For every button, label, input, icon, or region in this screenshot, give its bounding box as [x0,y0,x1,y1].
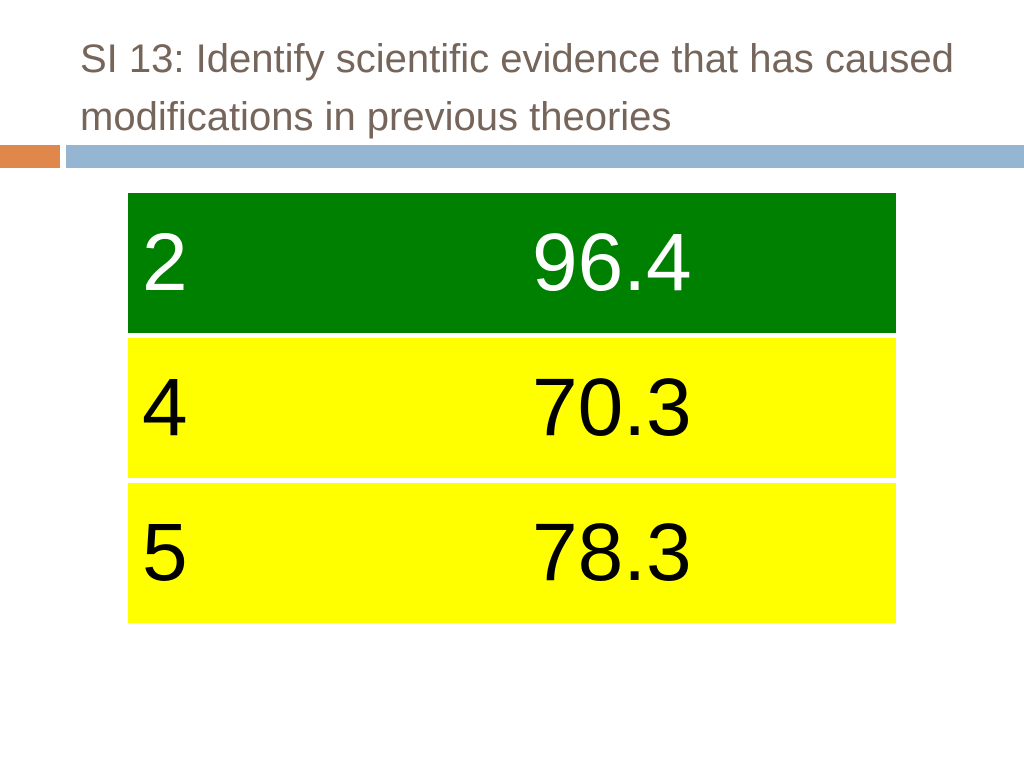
table-cell: 70.3 [532,338,896,478]
slide-title: SI 13: Identify scientific evidence that… [80,37,954,139]
table-cell: 5 [128,483,532,623]
table-cell: 2 [128,193,532,333]
table-body: 2 96.4 4 70.3 5 78.3 [128,193,896,623]
accent-bar [66,145,1024,168]
table-cell: 96.4 [532,193,896,333]
table-cell: 4 [128,338,532,478]
data-table: 2 96.4 4 70.3 5 78.3 [128,188,896,628]
table-row: 2 96.4 [128,193,896,333]
accent-bar [0,145,60,168]
table-cell: 78.3 [532,483,896,623]
table-row: 5 78.3 [128,483,896,623]
table-row: 4 70.3 [128,338,896,478]
